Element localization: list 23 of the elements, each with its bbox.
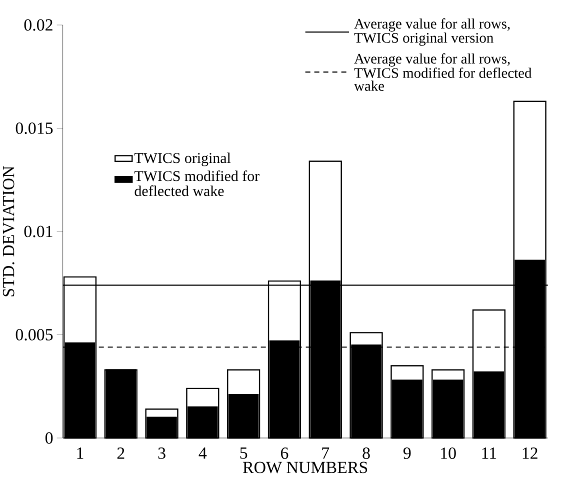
x-tick-label: 11 xyxy=(482,448,496,459)
x-tick-label: 12 xyxy=(522,448,538,459)
x-tick-label: 8 xyxy=(362,448,370,459)
x-tick-label: 3 xyxy=(158,448,166,459)
x-tick-label: 7 xyxy=(322,448,330,459)
y-tick-label: 0.02 xyxy=(24,19,52,31)
y-tick-label: 0.015 xyxy=(16,122,53,134)
y-tick-label: 0.005 xyxy=(16,328,53,340)
x-tick-label: 6 xyxy=(280,448,288,459)
x-tick-label: 1 xyxy=(77,448,84,459)
legend-label: Average value for all rows, TWICS original version xyxy=(354,18,510,46)
x-tick-label: 10 xyxy=(441,448,456,459)
y-axis-title: STD. DEVIATION xyxy=(2,166,14,296)
x-tick-label: 4 xyxy=(198,448,207,459)
y-tick-label: 0 xyxy=(45,432,53,444)
legend-label: Average value for all rows, TWICS modified for deflected wake xyxy=(354,53,532,91)
y-tick-label: 0.01 xyxy=(24,226,52,238)
x-tick-label: 2 xyxy=(117,448,124,459)
x-axis-title: ROW NUMBERS xyxy=(243,462,368,474)
legend-label: TWICS original xyxy=(134,152,231,166)
legend-label: TWICS modified for deflected wake xyxy=(134,170,260,196)
x-tick-label: 5 xyxy=(240,448,248,459)
x-tick-label: 9 xyxy=(403,448,411,459)
